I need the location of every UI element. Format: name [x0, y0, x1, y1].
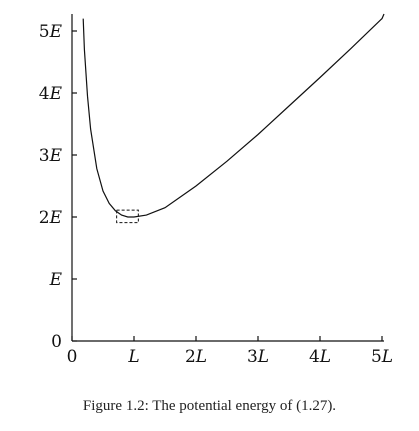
minimum-dashed-box — [116, 209, 139, 224]
x-tick-label: L — [127, 347, 139, 367]
y-tick-label: 0 — [51, 332, 62, 352]
y-tick-label: 4E — [39, 84, 63, 104]
x-tick-label: 4L — [309, 347, 331, 367]
x-tick-label: 2L — [185, 347, 207, 367]
potential-curve — [82, 13, 385, 218]
x-tick-label: 5L — [371, 347, 393, 367]
figure-caption: Figure 1.2: The potential energy of (1.2… — [82, 398, 337, 414]
y-tick-label: 2E — [39, 208, 63, 228]
x-tick-label: 3L — [247, 347, 269, 367]
y-tick-label: 3E — [39, 146, 63, 166]
y-tick-label: E — [49, 270, 63, 290]
y-tick-label: 5E — [39, 22, 63, 42]
x-tick-label: 0 — [67, 347, 78, 367]
